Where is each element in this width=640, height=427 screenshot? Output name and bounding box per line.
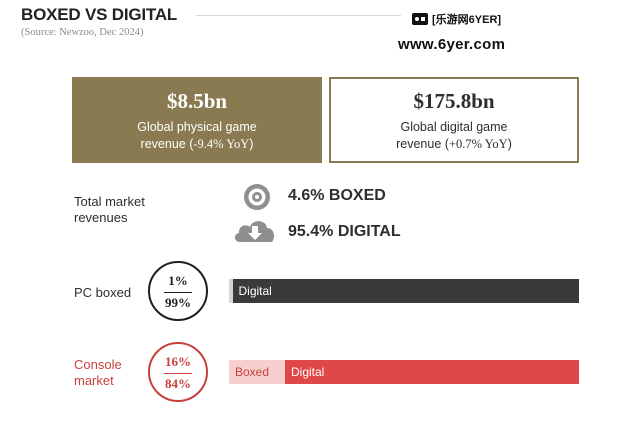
console-market-label: Console market <box>74 357 122 389</box>
digital-caption-line2: revenue (+0.7% YoY) <box>331 136 577 153</box>
console-circle-divider <box>164 373 192 374</box>
total-market-label-line2: revenues <box>74 210 128 225</box>
digital-yoy-change: +0.7% YoY <box>448 137 508 151</box>
physical-caption-prefix: revenue ( <box>140 137 194 151</box>
cloud-download-icon <box>234 221 275 242</box>
physical-revenue-box: $8.5bn Global physical game revenue (-9.… <box>72 77 322 163</box>
total-market-label-line1: Total market <box>74 194 145 209</box>
console-boxed-segment: Boxed <box>229 360 285 384</box>
physical-yoy-change: -9.4% YoY <box>193 137 250 151</box>
chart-title: BOXED VS DIGITAL <box>21 5 178 24</box>
title-divider <box>196 15 401 16</box>
source-note: (Source: Newzoo, Dec 2024) <box>21 27 144 38</box>
console-label-line1: Console <box>74 357 122 372</box>
pc-circle-divider <box>164 292 192 293</box>
boxed-share-text: 4.6% BOXED <box>288 187 386 204</box>
physical-revenue-caption: Global physical game revenue (-9.4% YoY) <box>72 119 322 153</box>
console-digital-percent: 84% <box>165 376 191 391</box>
pc-boxed-segment <box>229 279 233 303</box>
console-label-line2: market <box>74 373 114 388</box>
physical-caption-suffix: ) <box>249 137 254 151</box>
pc-digital-percent: 99% <box>165 295 191 310</box>
watermark-top-text: [乐游网6YER] <box>432 14 502 26</box>
console-digital-segment: Digital <box>285 360 579 384</box>
physical-caption-line1: Global physical game <box>137 120 257 134</box>
digital-caption-line1: Global digital game <box>400 120 508 134</box>
digital-revenue-caption: Global digital game revenue (+0.7% YoY) <box>331 119 577 153</box>
physical-caption-line2: revenue (-9.4% YoY) <box>72 136 322 153</box>
physical-revenue-value: $8.5bn <box>166 89 228 113</box>
digital-revenue-box: $175.8bn Global digital game revenue (+0… <box>329 77 579 163</box>
console-split-circle: 16% 84% <box>148 342 208 402</box>
digital-share-text: 95.4% DIGITAL <box>288 223 401 240</box>
pc-digital-segment-label: Digital <box>238 284 272 298</box>
watermark-top: [乐游网6YER] <box>412 11 501 27</box>
console-digital-segment-label: Digital <box>291 365 325 379</box>
total-market-label: Total market revenues <box>74 194 145 226</box>
pc-boxed-percent: 1% <box>168 273 188 288</box>
pc-split-bar: Digital <box>229 279 579 303</box>
digital-revenue-value: $175.8bn <box>413 89 495 113</box>
watermark-logo-icon <box>412 13 428 25</box>
pc-boxed-label: PC boxed <box>74 285 132 300</box>
console-split-bar: Boxed Digital <box>229 360 579 384</box>
disc-icon <box>244 184 270 210</box>
console-boxed-segment-label: Boxed <box>235 365 270 379</box>
watermark-url: www.6yer.com <box>398 36 506 53</box>
pc-digital-segment: Digital <box>232 279 579 303</box>
console-boxed-percent: 16% <box>165 354 191 369</box>
digital-caption-suffix: ) <box>507 137 512 151</box>
digital-caption-prefix: revenue ( <box>396 137 449 151</box>
pc-split-circle: 1% 99% <box>148 261 208 321</box>
